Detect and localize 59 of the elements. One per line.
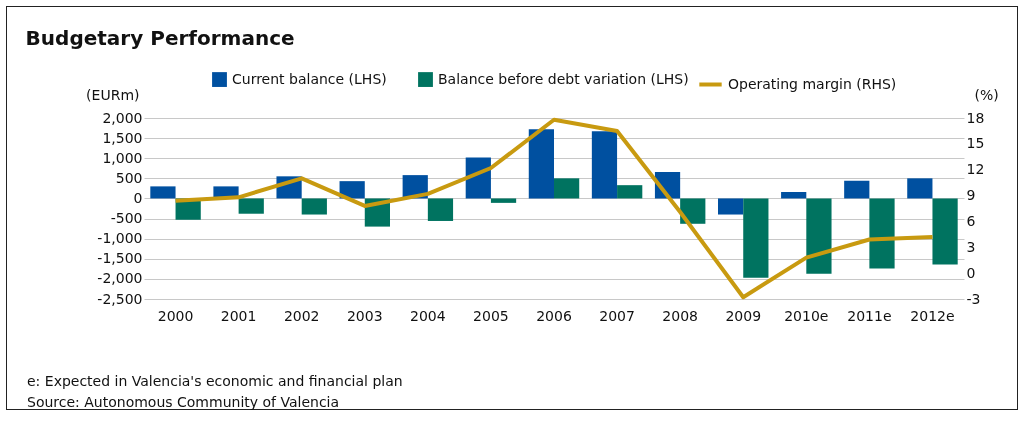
bar <box>907 178 933 199</box>
y-tick-label: 0 <box>133 189 143 206</box>
y-tick-label: -1,000 <box>97 230 143 247</box>
bar <box>680 198 706 224</box>
bar <box>718 198 744 215</box>
y2-tick-label: 3 <box>966 238 976 255</box>
bar <box>490 198 517 203</box>
bar <box>869 198 895 269</box>
x-tick-label: 2003 <box>346 307 383 324</box>
y2-tick-label: -3 <box>966 290 981 307</box>
x-tick-label: 2010e <box>784 307 829 324</box>
x-tick-label: 2004 <box>410 307 446 324</box>
y2-tick-label: 6 <box>966 212 976 229</box>
x-tick-label: 2009 <box>725 307 762 324</box>
bar <box>932 198 958 265</box>
bar <box>301 198 327 215</box>
legend-label: Current balance (LHS) <box>232 70 387 87</box>
text: e: Expected in Valencia's economic and financial plan <box>27 372 403 391</box>
x-tick-label: 2012e <box>910 307 955 324</box>
x-tick-label: 2007 <box>599 307 635 324</box>
bar <box>339 181 365 199</box>
bar <box>238 198 264 214</box>
y-tick-label: 1,000 <box>102 149 143 166</box>
bar <box>427 198 454 221</box>
bar <box>528 129 554 199</box>
y2-tick-label: 12 <box>966 161 985 178</box>
chart-title: Budgetary Performance <box>25 26 295 50</box>
x-tick-label: 2002 <box>283 307 320 324</box>
y2-axis-title: (%) <box>974 86 999 103</box>
y2-tick-label: 15 <box>966 135 985 152</box>
x-tick-label: 2008 <box>662 307 698 324</box>
x-tick-label: 2005 <box>473 307 509 324</box>
bar <box>781 192 807 199</box>
line-series <box>173 117 935 300</box>
bar <box>844 180 870 199</box>
bar <box>554 178 580 199</box>
y-axis-title: (EURm) <box>86 86 140 103</box>
y-tick-label: 1,500 <box>102 129 143 146</box>
legend-label: Balance before debt variation (LHS) <box>438 70 689 87</box>
y-tick-label: -500 <box>110 210 143 227</box>
x-tick-label: 2006 <box>536 307 572 324</box>
legend-label: Operating margin (RHS) <box>728 75 897 92</box>
y2-tick-label: 9 <box>966 187 976 204</box>
y-tick-label: 2,000 <box>102 109 143 126</box>
bar <box>617 185 643 199</box>
y-tick-label: -2,500 <box>97 290 143 307</box>
bar <box>806 198 832 274</box>
y-tick-label: 500 <box>115 169 143 186</box>
y-tick-label: -2,000 <box>97 270 143 287</box>
bar <box>591 131 618 199</box>
x-tick-label: 2011e <box>847 307 892 324</box>
bar <box>150 186 176 199</box>
x-tick-label: 2001 <box>220 307 257 324</box>
x-tick-label: 2000 <box>157 307 194 324</box>
bar <box>743 198 769 278</box>
y2-tick-label: 0 <box>966 264 976 281</box>
source-note: Source: Autonomous Community of Valencia <box>27 393 341 412</box>
y2-tick-label: 18 <box>966 109 985 126</box>
y-tick-label: -1,500 <box>97 250 143 267</box>
